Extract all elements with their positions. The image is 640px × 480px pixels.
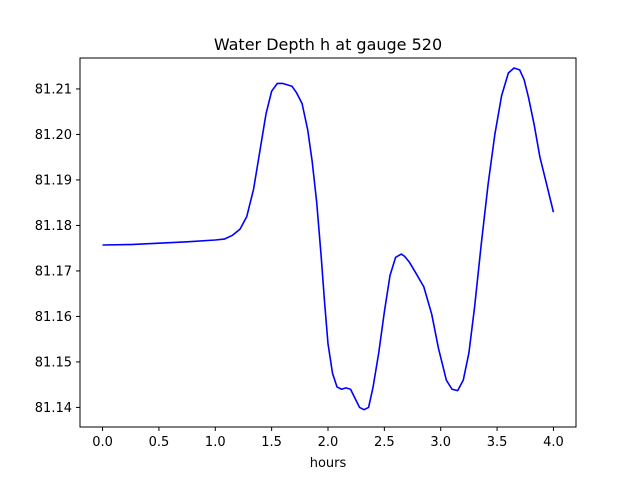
chart-title: Water Depth h at gauge 520 [214,35,442,54]
series-line-0 [102,67,555,411]
x-tick-label: 1.5 [261,435,282,450]
x-tick-label: 4.0 [543,435,564,450]
y-tick-label: 81.18 [35,219,72,234]
y-tick-label: 81.16 [35,310,72,325]
y-tick-label: 81.19 [35,173,72,188]
y-tick-label: 81.21 [35,82,72,97]
x-tick-label: 2.0 [318,435,339,450]
x-axis-label: hours [310,456,347,471]
x-tick-label: 0.0 [92,435,113,450]
x-tick-label: 0.5 [149,435,170,450]
y-tick-label: 81.15 [35,355,72,370]
x-tick-label: 3.0 [430,435,451,450]
y-tick-label: 81.20 [35,128,72,143]
x-tick-label: 1.0 [205,435,226,450]
plot-area: 0.0 0.5 1.0 1.5 2.0 2.5 3.0 3.5 4.0 81.14 81.15 81.… [35,57,577,450]
y-tick-label: 81.14 [35,401,72,416]
x-tick-label: 3.5 [487,435,508,450]
y-tick-label: 81.17 [35,264,72,279]
x-tick-label: 2.5 [374,435,395,450]
